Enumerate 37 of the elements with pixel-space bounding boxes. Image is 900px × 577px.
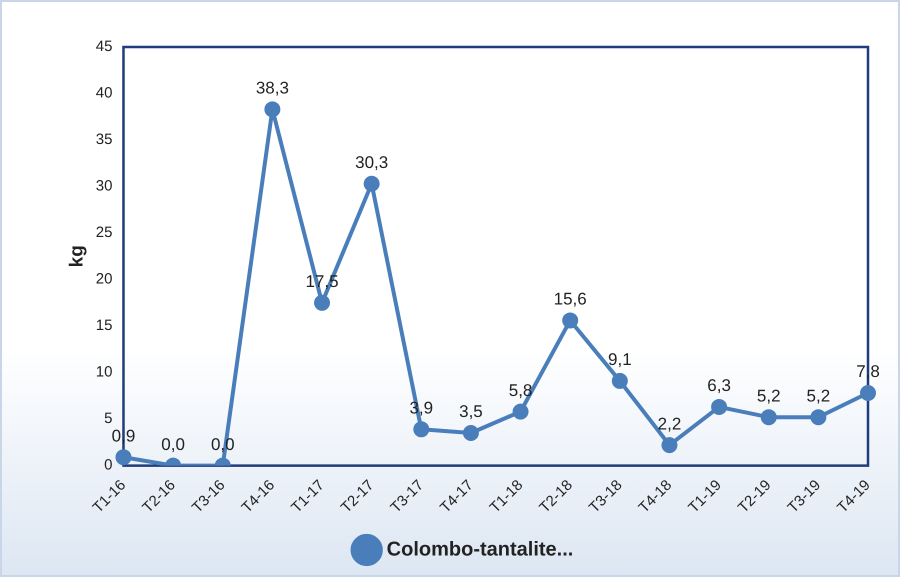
data-label: 5,8 (508, 380, 532, 400)
y-tick-label: 25 (96, 224, 112, 242)
y-tick-label: 10 (96, 364, 112, 381)
data-label: 38,3 (256, 78, 289, 98)
point (264, 101, 280, 118)
point (860, 385, 876, 402)
point (810, 409, 826, 426)
point (661, 437, 678, 454)
data-label: 15,6 (554, 290, 587, 309)
point (413, 421, 430, 438)
point (364, 176, 380, 192)
data-label: 6,3 (707, 376, 731, 396)
data-label: 5,2 (756, 386, 781, 406)
y-tick-label: 0 (104, 456, 112, 474)
data-label: 9,1 (608, 350, 632, 370)
y-tick-label: 20 (96, 270, 112, 288)
point (562, 312, 578, 328)
point (711, 398, 728, 415)
data-label: 2,2 (658, 414, 682, 434)
y-tick-label: 45 (96, 38, 112, 56)
y-tick-label: 30 (96, 178, 112, 195)
point (115, 449, 132, 466)
point (612, 372, 628, 389)
data-label: 0,0 (161, 434, 185, 454)
point (512, 404, 529, 420)
point (314, 294, 330, 311)
data-label: 30,3 (355, 152, 388, 172)
data-label: 5,2 (806, 386, 830, 406)
point (462, 425, 479, 442)
y-axis-title: kg (66, 245, 88, 268)
legend-label: Colombo-tantalite... (386, 538, 574, 561)
y-tick-label: 40 (96, 84, 112, 102)
data-label: 3,5 (459, 402, 483, 422)
y-tick-label: 5 (104, 410, 112, 428)
point (760, 409, 777, 426)
y-tick-label: 15 (96, 317, 112, 334)
y-tick-label: 35 (96, 131, 112, 148)
